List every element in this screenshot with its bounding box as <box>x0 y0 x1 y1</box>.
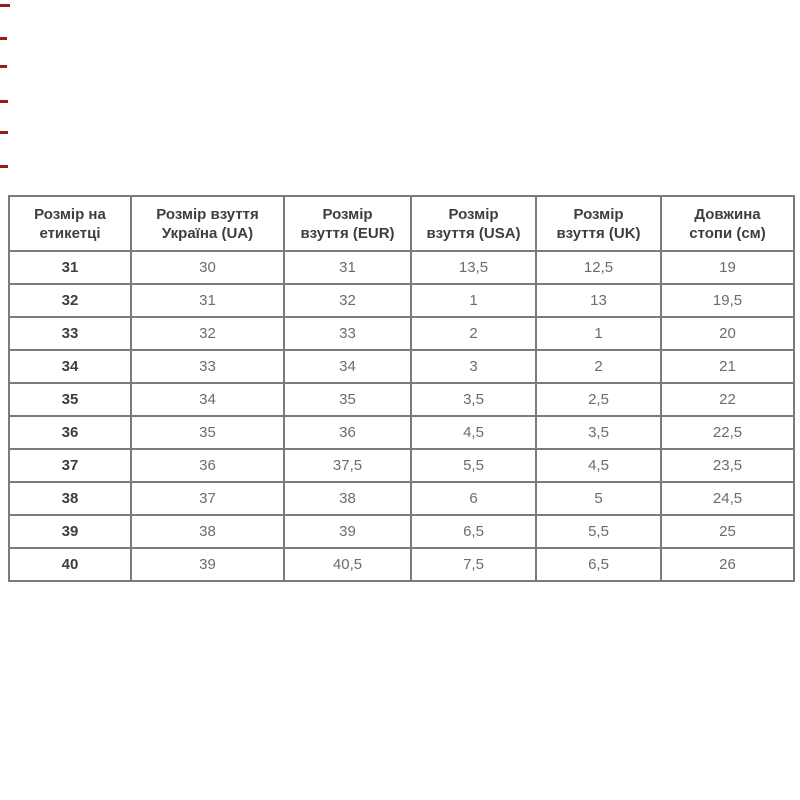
table-cell: 33 <box>130 349 285 384</box>
table-cell: 26 <box>660 547 795 582</box>
table-cell: 35 <box>283 382 412 417</box>
table-cell: 38 <box>130 514 285 549</box>
table-cell: 39 <box>130 547 285 582</box>
size-label-cell: 33 <box>8 316 132 351</box>
table-cell: 2 <box>410 316 537 351</box>
table-cell: 34 <box>130 382 285 417</box>
size-label-cell: 39 <box>8 514 132 549</box>
table-cell: 3,5 <box>410 382 537 417</box>
size-label-cell: 36 <box>8 415 132 450</box>
header-line: стопи (см) <box>689 224 766 242</box>
table-cell: 22,5 <box>660 415 795 450</box>
table-cell: 4,5 <box>535 448 662 483</box>
table-row: 32 31 32 1 13 19,5 <box>8 283 795 318</box>
red-edge-mark <box>0 165 8 168</box>
table-cell: 7,5 <box>410 547 537 582</box>
table-cell: 6,5 <box>535 547 662 582</box>
size-label-cell: 37 <box>8 448 132 483</box>
table-cell: 37 <box>130 481 285 516</box>
size-label-cell: 31 <box>8 250 132 285</box>
table-cell: 21 <box>660 349 795 384</box>
header-line: Розмір <box>448 205 499 223</box>
column-header-eur-size: Розмір взуття (EUR) <box>283 195 412 252</box>
size-label-cell: 38 <box>8 481 132 516</box>
table-cell: 4,5 <box>410 415 537 450</box>
table-cell: 38 <box>283 481 412 516</box>
table-row: 34 33 34 3 2 21 <box>8 349 795 384</box>
header-line: Розмір <box>322 205 373 223</box>
table-cell: 39 <box>283 514 412 549</box>
table-cell: 23,5 <box>660 448 795 483</box>
size-label-cell: 40 <box>8 547 132 582</box>
table-cell: 5 <box>535 481 662 516</box>
table-row: 35 34 35 3,5 2,5 22 <box>8 382 795 417</box>
table-cell: 5,5 <box>535 514 662 549</box>
table-cell: 1 <box>535 316 662 351</box>
size-label-cell: 34 <box>8 349 132 384</box>
table-cell: 5,5 <box>410 448 537 483</box>
column-header-uk-size: Розмір взуття (UK) <box>535 195 662 252</box>
column-header-usa-size: Розмір взуття (USA) <box>410 195 537 252</box>
table-cell: 19 <box>660 250 795 285</box>
table-cell: 36 <box>130 448 285 483</box>
header-line: Розмір на <box>34 205 106 223</box>
table-cell: 36 <box>283 415 412 450</box>
table-cell: 6 <box>410 481 537 516</box>
table-cell: 40,5 <box>283 547 412 582</box>
table-cell: 30 <box>130 250 285 285</box>
size-label-cell: 32 <box>8 283 132 318</box>
header-line: Довжина <box>694 205 761 223</box>
table-cell: 24,5 <box>660 481 795 516</box>
shoe-size-chart: Розмір на етикетці Розмір взуття Україна… <box>8 195 795 582</box>
table-row: 38 37 38 6 5 24,5 <box>8 481 795 516</box>
header-line: етикетці <box>39 224 101 242</box>
column-header-ua-size: Розмір взуття Україна (UA) <box>130 195 285 252</box>
table-cell: 13,5 <box>410 250 537 285</box>
table-row: 39 38 39 6,5 5,5 25 <box>8 514 795 549</box>
table-cell: 31 <box>283 250 412 285</box>
table-cell: 32 <box>130 316 285 351</box>
table-cell: 34 <box>283 349 412 384</box>
table-cell: 35 <box>130 415 285 450</box>
table-cell: 2 <box>535 349 662 384</box>
table-cell: 3 <box>410 349 537 384</box>
table-cell: 31 <box>130 283 285 318</box>
red-edge-mark <box>0 100 8 103</box>
table-cell: 20 <box>660 316 795 351</box>
table-row: 33 32 33 2 1 20 <box>8 316 795 351</box>
column-header-label-size: Розмір на етикетці <box>8 195 132 252</box>
table-cell: 25 <box>660 514 795 549</box>
table-cell: 22 <box>660 382 795 417</box>
header-line: Розмір <box>573 205 624 223</box>
table-cell: 3,5 <box>535 415 662 450</box>
header-line: взуття (USA) <box>426 224 521 242</box>
table-row: 37 36 37,5 5,5 4,5 23,5 <box>8 448 795 483</box>
column-header-foot-length: Довжина стопи (см) <box>660 195 795 252</box>
red-edge-mark <box>0 131 8 134</box>
table-cell: 12,5 <box>535 250 662 285</box>
table-row: 36 35 36 4,5 3,5 22,5 <box>8 415 795 450</box>
header-line: Україна (UA) <box>161 224 254 242</box>
red-edge-mark <box>0 37 7 40</box>
table-cell: 32 <box>283 283 412 318</box>
table-cell: 1 <box>410 283 537 318</box>
table-cell: 2,5 <box>535 382 662 417</box>
header-row: Розмір на етикетці Розмір взуття Україна… <box>8 195 795 252</box>
header-line: взуття (UK) <box>556 224 641 242</box>
header-line: взуття (EUR) <box>300 224 395 242</box>
red-edge-mark <box>0 4 10 7</box>
table-row: 31 30 31 13,5 12,5 19 <box>8 250 795 285</box>
table-cell: 6,5 <box>410 514 537 549</box>
table-cell: 19,5 <box>660 283 795 318</box>
size-label-cell: 35 <box>8 382 132 417</box>
table-cell: 13 <box>535 283 662 318</box>
red-edge-mark <box>0 65 7 68</box>
header-line: Розмір взуття <box>156 205 259 223</box>
table-cell: 33 <box>283 316 412 351</box>
table-cell: 37,5 <box>283 448 412 483</box>
table-row: 40 39 40,5 7,5 6,5 26 <box>8 547 795 582</box>
